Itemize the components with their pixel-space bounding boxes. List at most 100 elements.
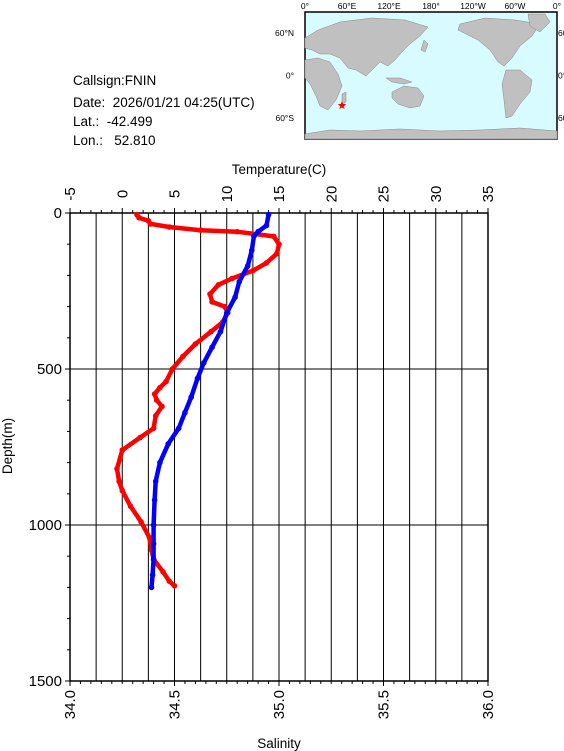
salinity-point xyxy=(265,211,272,218)
temperature-point xyxy=(263,260,270,266)
salinity-point xyxy=(201,360,207,366)
map-lon-label: 120°W xyxy=(460,1,486,11)
temperature-point xyxy=(153,397,160,404)
temperature-tick-label: 35 xyxy=(480,186,497,203)
temperature-point xyxy=(209,299,215,305)
temperature-point xyxy=(159,403,165,410)
temperature-point xyxy=(215,282,222,288)
salinity-point xyxy=(249,247,255,254)
temperature-series xyxy=(114,211,282,589)
temperature-point xyxy=(208,328,214,335)
temperature-point xyxy=(151,391,158,397)
temperature-point xyxy=(157,384,163,391)
depth-tick-label: 0 xyxy=(54,205,62,222)
profile-series xyxy=(114,211,282,591)
temperature-point xyxy=(221,303,228,310)
salinity-point xyxy=(175,425,182,432)
salinity-point xyxy=(251,233,257,240)
salinity-tick-label: 35.5 xyxy=(376,690,393,719)
temperature-point xyxy=(229,275,235,282)
map-lat-label: 0° xyxy=(286,71,294,81)
salinity-point xyxy=(182,409,188,416)
chart-grid xyxy=(70,213,488,681)
map-lat-label: 60°N xyxy=(275,28,294,38)
map-side-labels: 60°N 60°N 0° 0° 60°S 60°S xyxy=(275,28,564,123)
temperature-point xyxy=(136,214,142,221)
map-lat-label-right: 60°N xyxy=(558,28,564,38)
latitude-text: Lat.: -42.499 xyxy=(73,114,153,129)
temperature-point xyxy=(127,503,134,510)
temperature-tick-label: 25 xyxy=(376,186,393,203)
temperature-point xyxy=(163,378,169,385)
salinity-point xyxy=(150,540,157,547)
map-lon-label: 60°E xyxy=(338,1,357,11)
salinity-tick-label: 34.0 xyxy=(62,690,79,719)
temperature-point xyxy=(197,227,204,233)
depth-axis-label: Depth(m) xyxy=(0,418,15,474)
temperature-point xyxy=(152,413,159,419)
temperature-point xyxy=(276,241,282,247)
salinity-tick-label: 36.0 xyxy=(480,690,497,719)
temperature-point xyxy=(119,447,126,453)
salinity-point xyxy=(165,441,171,447)
salinity-tick-label: 35.0 xyxy=(271,690,288,719)
temperature-point xyxy=(150,425,157,432)
map-land xyxy=(304,13,558,140)
temperature-point xyxy=(146,534,153,541)
temperature-point xyxy=(192,341,199,347)
salinity-point xyxy=(263,222,270,229)
temperature-tick-label: -5 xyxy=(62,187,79,200)
temperature-point xyxy=(119,487,126,494)
salinity-point xyxy=(149,572,156,578)
temperature-point xyxy=(114,466,120,472)
salinity-point xyxy=(150,522,157,528)
temperature-point xyxy=(234,228,240,235)
temperature-tick-label: 5 xyxy=(167,190,184,198)
map-lon-label: 180° xyxy=(422,1,440,11)
map-top-labels: 0° 60°E 120°E 180° 120°W 60°W 0° xyxy=(301,1,561,11)
temperature-point xyxy=(147,221,154,227)
salinity-point xyxy=(152,478,159,485)
map-lon-label: 0° xyxy=(301,1,309,11)
salinity-point xyxy=(217,328,224,335)
temperature-tick-label: 20 xyxy=(323,186,340,203)
temperature-point xyxy=(250,267,256,274)
longitude-text: Lon.: 52.810 xyxy=(73,133,156,148)
temperature-point xyxy=(137,434,143,441)
temperature-tick-label: 10 xyxy=(219,186,236,203)
map-lon-label: 60°W xyxy=(505,1,526,11)
temperature-point xyxy=(171,583,178,589)
temperature-point xyxy=(116,478,122,485)
map-lat-label-right: 60°S xyxy=(558,113,564,123)
salinity-point xyxy=(255,228,261,235)
depth-tick-label: 500 xyxy=(37,361,62,378)
salinity-tick-label: 34.5 xyxy=(167,690,184,719)
depth-tick-labels: 0 500 1000 1500 xyxy=(29,205,62,690)
salinity-point xyxy=(209,344,215,351)
salinity-point xyxy=(148,584,155,591)
station-star xyxy=(337,101,347,110)
axis-ticks xyxy=(65,208,489,686)
temperature-point xyxy=(160,569,166,575)
station-marker xyxy=(337,101,347,110)
salinity-point xyxy=(157,459,163,466)
temperature-point xyxy=(180,353,186,360)
depth-tick-label: 1000 xyxy=(29,517,62,534)
map-lat-label: 60°S xyxy=(275,113,294,123)
temperature-point xyxy=(274,250,280,257)
temperature-tick-label: 15 xyxy=(271,186,288,203)
date-text: Date: 2026/01/21 04:25(UTC) xyxy=(73,95,255,110)
callsign-text: Callsign:FNIN xyxy=(73,73,157,88)
temperature-point xyxy=(166,578,173,584)
temperature-tick-label: 30 xyxy=(428,186,445,203)
depth-tick-label: 1500 xyxy=(29,673,62,690)
salinity-point xyxy=(194,375,201,382)
map-lon-label: 120°E xyxy=(377,1,401,11)
map-lat-label-right: 0° xyxy=(558,71,564,81)
salinity-point xyxy=(236,278,243,285)
temperature-point xyxy=(207,291,213,297)
map-lon-label: 0° xyxy=(553,1,561,11)
temperature-point xyxy=(166,224,173,230)
